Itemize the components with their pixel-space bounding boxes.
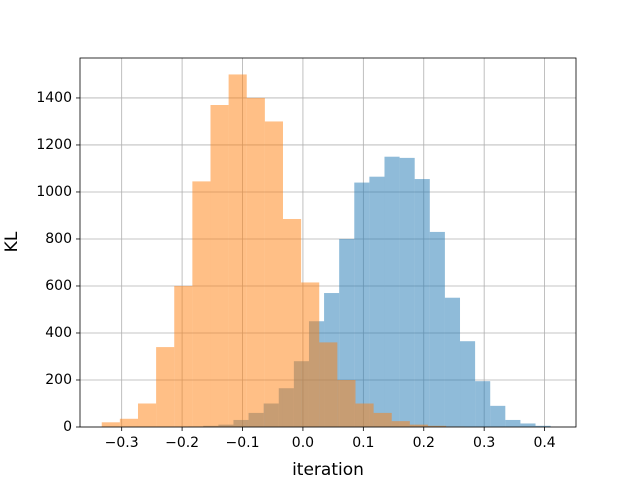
x-tick-label: 0.1 bbox=[352, 435, 374, 451]
histogram-bar bbox=[429, 231, 445, 427]
y-tick-label: 1200 bbox=[36, 137, 72, 153]
histogram-bar bbox=[174, 285, 193, 427]
bar-layer bbox=[101, 74, 551, 428]
x-tick-label: −0.2 bbox=[165, 435, 199, 451]
histogram-bar bbox=[282, 218, 302, 427]
histogram-bar bbox=[228, 74, 247, 427]
histogram-bar bbox=[119, 418, 138, 427]
histogram-bar bbox=[156, 347, 175, 427]
y-tick-label: 400 bbox=[45, 325, 72, 341]
histogram-bar bbox=[301, 282, 320, 427]
x-tick-label: −0.1 bbox=[226, 435, 260, 451]
histogram-bar bbox=[490, 405, 506, 427]
histogram-bar bbox=[520, 423, 536, 427]
histogram-bar bbox=[192, 181, 211, 427]
x-axis-label: iteration bbox=[292, 460, 364, 480]
histogram-bar bbox=[409, 424, 428, 427]
histogram-bar bbox=[460, 341, 476, 427]
histogram-bar bbox=[384, 156, 400, 427]
histogram-bar bbox=[355, 403, 374, 427]
plot-frame bbox=[79, 57, 577, 428]
x-tick-label: 0.4 bbox=[533, 435, 555, 451]
histogram-bar bbox=[505, 419, 521, 427]
histogram-bar bbox=[319, 342, 338, 427]
histogram-bar bbox=[264, 121, 283, 428]
histogram-bar bbox=[101, 422, 120, 427]
x-tick-label: 0.0 bbox=[292, 435, 314, 451]
histogram-bar bbox=[337, 379, 356, 427]
y-tick-label: 200 bbox=[45, 372, 72, 388]
y-tick-label: 1400 bbox=[36, 90, 72, 106]
histogram-bar bbox=[210, 105, 229, 427]
y-axis-label: KL bbox=[2, 231, 22, 252]
x-tick-label: −0.3 bbox=[105, 435, 139, 451]
histogram-bar bbox=[444, 297, 461, 427]
histogram-bar bbox=[246, 97, 265, 427]
y-tick-label: 0 bbox=[63, 419, 72, 435]
histogram-bar bbox=[137, 403, 157, 427]
histogram-bar bbox=[427, 425, 447, 427]
histogram-bar bbox=[354, 182, 370, 427]
x-tick-label: 0.2 bbox=[413, 435, 435, 451]
x-tick-label: 0.3 bbox=[473, 435, 495, 451]
y-tick-label: 800 bbox=[45, 231, 72, 247]
histogram-bar bbox=[369, 176, 385, 427]
y-tick-label: 600 bbox=[45, 278, 72, 294]
histogram-bar bbox=[535, 425, 551, 427]
histogram-bar bbox=[414, 179, 430, 427]
histogram-bar bbox=[391, 421, 410, 427]
y-tick-label: 1000 bbox=[36, 184, 72, 200]
histogram-bar bbox=[399, 157, 415, 427]
histogram-bar bbox=[373, 412, 392, 427]
histogram-bar bbox=[475, 381, 491, 427]
